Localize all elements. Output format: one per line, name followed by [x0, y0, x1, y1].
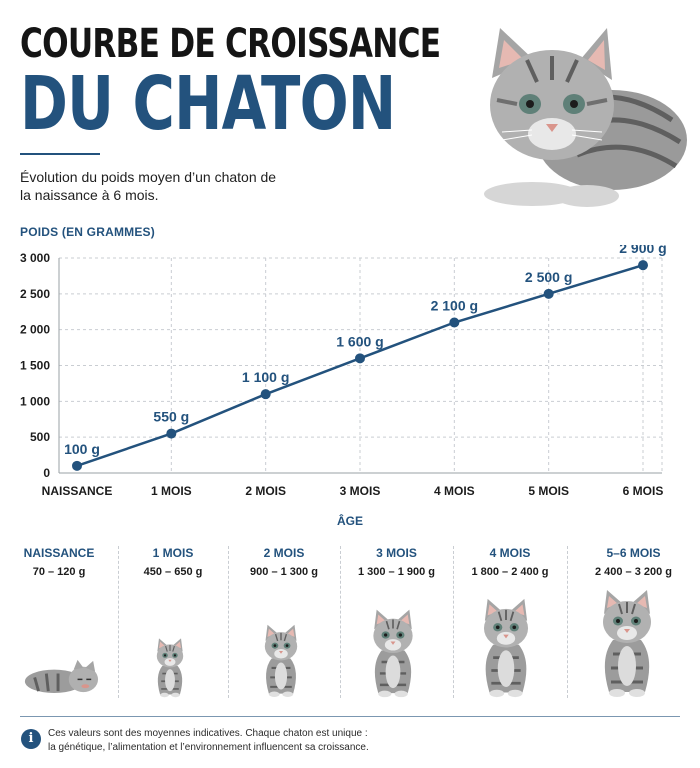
stage-weight-range: 1 800 – 2 400 g [471, 566, 549, 578]
kitten-hero-image [484, 28, 687, 207]
title-divider [20, 153, 100, 155]
stage-name: 2 MOIS [263, 546, 305, 560]
x-tick-label: 5 MOIS [528, 484, 569, 498]
stage-weight-range: 2 400 – 3 200 g [594, 566, 673, 578]
x-tick-label: NAISSANCE [42, 484, 113, 498]
data-label: 1 600 g [336, 333, 383, 349]
data-point [355, 353, 365, 364]
data-label: 100 g [64, 441, 100, 457]
y-tick-label: 0 [43, 466, 50, 480]
info-icon: i [21, 729, 41, 749]
data-point [260, 389, 271, 400]
y-tick-label: 1 000 [20, 394, 50, 408]
x-tick-label: 1 MOIS [151, 484, 192, 498]
x-axis-label: ÂGE [336, 514, 363, 528]
x-tick-label: 6 MOIS [623, 484, 664, 498]
stage-weight-range: 1 300 – 1 900 g [357, 566, 436, 578]
stage-column: 3 MOIS 1 300 – 1 900 g [340, 546, 453, 700]
kitten-image [156, 638, 184, 698]
data-point [638, 260, 648, 271]
stage-weight-range: 900 – 1 300 g [250, 566, 318, 578]
footnote-line-2: la génétique, l’alimentation et l’enviro… [48, 742, 369, 753]
stage-name: NAISSANCE [23, 546, 95, 560]
x-tick-label: 4 MOIS [434, 484, 475, 498]
stage-name: 3 MOIS [376, 546, 417, 560]
x-tick-label: 3 MOIS [340, 484, 381, 498]
subtitle: Évolution du poids moyen d’un chaton de … [20, 169, 277, 203]
stage-column: NAISSANCE 70 – 120 g [0, 546, 118, 700]
stage-divider [340, 546, 341, 698]
data-point [543, 288, 554, 299]
kitten-image [264, 624, 298, 697]
data-point [449, 317, 460, 328]
growth-stages-strip: NAISSANCE 70 – 120 g 1 MOIS 450 – 650 g 2 MO… [0, 538, 700, 700]
kitten-image [24, 659, 99, 694]
stage-column: 4 MOIS 1 800 – 2 400 g [453, 546, 567, 700]
stage-divider [453, 546, 454, 698]
stage-divider [567, 546, 568, 698]
stage-name: 5–6 MOIS [606, 546, 661, 560]
data-label: 2 500 g [525, 269, 572, 285]
data-label: 2 900 g [619, 245, 666, 256]
kitten-image [483, 598, 529, 698]
y-tick-label: 2 500 [20, 287, 50, 301]
stage-column: 2 MOIS 900 – 1 300 g [228, 546, 340, 700]
stage-column: 1 MOIS 450 – 650 g [118, 546, 228, 700]
data-label: 2 100 g [431, 298, 478, 314]
x-tick-label: 2 MOIS [245, 484, 286, 498]
stage-divider [228, 546, 229, 698]
y-tick-label: 500 [30, 430, 50, 444]
page-title-line-2: DU CHATON [20, 61, 396, 147]
stage-weight-range: 450 – 650 g [143, 566, 203, 578]
kitten-image [373, 609, 413, 698]
page-title-line-1: COURBE DE CROISSANCE [20, 21, 441, 67]
data-point [72, 460, 82, 471]
data-point [166, 428, 177, 439]
stage-column: 5–6 MOIS 2 400 – 3 200 g [567, 546, 700, 700]
data-label: 550 g [153, 409, 189, 425]
y-tick-label: 2 000 [20, 323, 50, 337]
footnote-line-1: Ces valeurs sont des moyennes indicative… [48, 728, 368, 739]
data-label: 1 100 g [242, 369, 289, 385]
footnote-divider [20, 716, 680, 717]
y-tick-label: 3 000 [20, 251, 50, 265]
kitten-image [603, 590, 651, 697]
stage-name: 4 MOIS [489, 546, 531, 560]
y-tick-label: 1 500 [20, 359, 50, 373]
y-axis-label: POIDS (EN GRAMMES) [20, 225, 155, 239]
weight-growth-chart: 0 500 1 000 1 500 2 000 2 500 3 000 NAISSANCE 1 … [20, 245, 667, 498]
footnote: Ces valeurs sont des moyennes indicative… [48, 727, 678, 755]
stage-divider [118, 546, 119, 698]
stage-weight-range: 70 – 120 g [32, 566, 86, 578]
stage-name: 1 MOIS [152, 546, 194, 560]
